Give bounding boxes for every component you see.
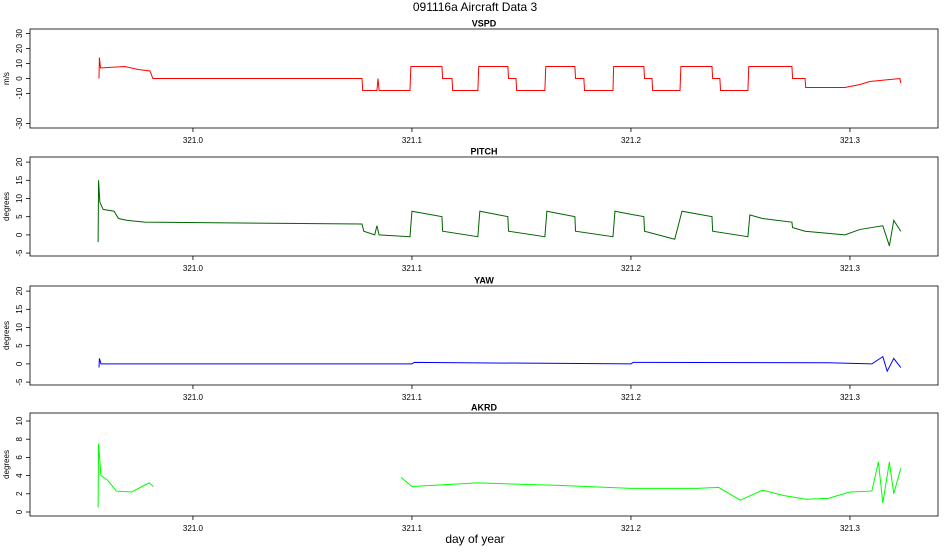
y-tick-label: 5: [15, 214, 24, 219]
data-line: [98, 57, 902, 91]
y-axis-label: degrees: [2, 450, 11, 479]
x-tick-label: 321.0: [183, 264, 204, 273]
y-tick-label: 10: [15, 322, 24, 331]
x-tick-label: 321.3: [840, 136, 861, 145]
y-tick-label: -10: [15, 87, 24, 99]
panel-title: YAW: [474, 275, 494, 285]
x-tick-label: 321.2: [621, 136, 642, 145]
x-tick-label: 321.1: [402, 136, 423, 145]
y-tick-label: 4: [15, 473, 24, 478]
y-tick-label: -5: [15, 249, 24, 257]
y-tick-label: 0: [15, 232, 24, 237]
y-tick-label: 20: [15, 44, 24, 53]
x-axis-label: day of year: [445, 532, 504, 546]
y-tick-label: 10: [15, 416, 24, 425]
plot-frame: [29, 412, 939, 517]
y-tick-label: 0: [15, 361, 24, 366]
plot-frame: [29, 156, 939, 257]
y-tick-label: 8: [15, 436, 24, 441]
x-tick-label: 321.2: [621, 524, 642, 533]
x-tick-label: 321.1: [402, 264, 423, 273]
x-tick-label: 321.3: [840, 524, 861, 533]
panel-title: AKRD: [471, 402, 497, 412]
panel-title: VSPD: [472, 18, 497, 28]
x-tick-label: 321.3: [840, 393, 861, 402]
y-axis-label: m/s: [2, 72, 11, 85]
data-line: [98, 355, 902, 373]
x-tick-label: 321.2: [621, 264, 642, 273]
x-tick-label: 321.0: [183, 524, 204, 533]
x-tick-label: 321.2: [621, 393, 642, 402]
y-tick-label: 15: [15, 304, 24, 313]
y-tick-label: 2: [15, 491, 24, 496]
y-tick-label: 10: [15, 193, 24, 202]
y-tick-label: 30: [15, 29, 24, 38]
y-tick-label: 20: [15, 157, 24, 166]
y-axis-label: degrees: [2, 192, 11, 221]
y-axis-label: degrees: [2, 321, 11, 350]
y-tick-label: 5: [15, 343, 24, 348]
y-tick-label: -30: [15, 117, 24, 129]
chart-title: 091116a Aircraft Data 3: [413, 0, 538, 14]
x-tick-label: 321.3: [840, 264, 861, 273]
data-line: [97, 180, 902, 246]
x-tick-label: 321.0: [183, 136, 204, 145]
y-tick-label: 0: [15, 509, 24, 514]
plot-frame: [29, 285, 939, 386]
y-tick-label: 0: [15, 76, 24, 81]
x-tick-label: 321.0: [183, 393, 204, 402]
x-tick-label: 321.1: [402, 524, 423, 533]
data-line: [97, 443, 902, 508]
y-tick-label: 10: [15, 59, 24, 68]
y-tick-label: 6: [15, 455, 24, 460]
y-tick-label: -5: [15, 378, 24, 386]
y-tick-label: 20: [15, 286, 24, 295]
y-tick-label: 15: [15, 175, 24, 184]
x-tick-label: 321.1: [402, 393, 423, 402]
panel-title: PITCH: [471, 146, 498, 156]
